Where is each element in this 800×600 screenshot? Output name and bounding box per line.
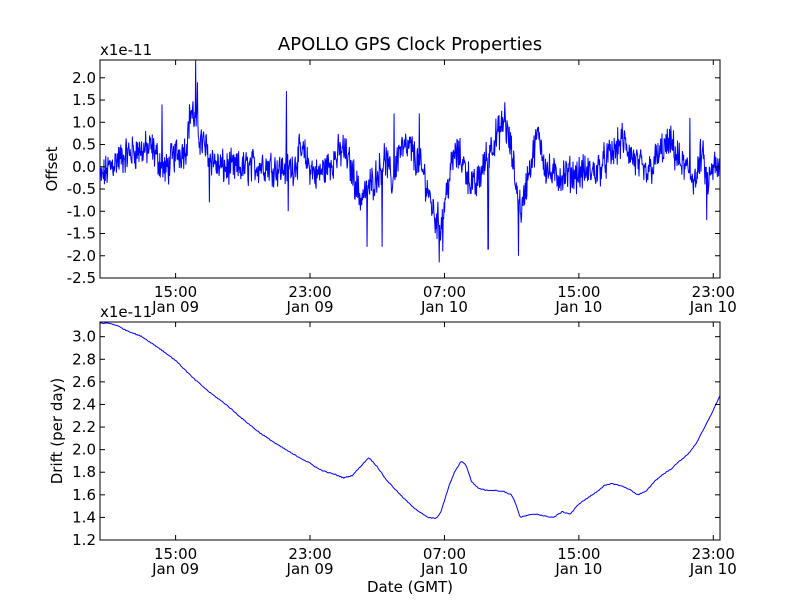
y-tick-label: 1.8 — [72, 463, 96, 481]
y-ticks: -2.5 -2.0 -1.5 -1.0 -0.5 0.0 0.5 1.0 1.5 2.0 — [67, 69, 720, 287]
x-tick-label-time: 23:00 — [288, 283, 331, 301]
y-tick-label: 1.2 — [72, 531, 96, 549]
x-tick-label-date: Jan 10 — [554, 298, 602, 316]
y-tick-label: -0.5 — [67, 180, 96, 198]
x-tick-label-date: Jan 09 — [151, 560, 199, 578]
y-tick-label: -1.5 — [67, 225, 96, 243]
y-axis-label: Drift (per day) — [48, 378, 66, 485]
x-tick-label-time: 15:00 — [557, 545, 600, 563]
scale-label: x1e-11 — [100, 303, 152, 321]
x-tick-label-time: 07:00 — [423, 283, 466, 301]
x-tick-label-time: 23:00 — [288, 545, 331, 563]
x-tick-label-time: 23:00 — [692, 545, 735, 563]
y-tick-label: 1.5 — [72, 91, 96, 109]
x-tick-label-date: Jan 10 — [689, 298, 737, 316]
offset-series-line — [100, 60, 720, 263]
y-tick-label: 1.0 — [72, 113, 96, 131]
y-tick-label: -2.5 — [67, 269, 96, 287]
drift-series-line — [100, 322, 720, 520]
y-tick-label: 2.0 — [72, 69, 96, 87]
x-tick-label-date: Jan 09 — [151, 298, 199, 316]
x-tick-label-date: Jan 10 — [554, 560, 602, 578]
y-tick-label: 0.0 — [72, 158, 96, 176]
x-tick-label-time: 15:00 — [154, 545, 197, 563]
series-group — [100, 60, 720, 263]
y-tick-label: 2.0 — [72, 441, 96, 459]
chart-title: APOLLO GPS Clock Properties — [278, 34, 542, 55]
y-tick-label: 1.6 — [72, 486, 96, 504]
x-tick-label-date: Jan 09 — [286, 560, 334, 578]
y-tick-label: 2.4 — [72, 395, 96, 413]
x-tick-label-time: 15:00 — [557, 283, 600, 301]
x-tick-label-time: 07:00 — [423, 545, 466, 563]
y-tick-label: -2.0 — [67, 247, 96, 265]
y-tick-label: 0.5 — [72, 136, 96, 154]
y-tick-label: -1.0 — [67, 202, 96, 220]
y-tick-label: 3.0 — [72, 328, 96, 346]
y-tick-label: 1.4 — [72, 508, 96, 526]
y-tick-label: 2.6 — [72, 373, 96, 391]
series-group — [100, 322, 720, 520]
y-axis-label: Offset — [43, 146, 61, 191]
y-tick-label: 2.2 — [72, 418, 96, 436]
x-axis-label: Date (GMT) — [367, 578, 453, 596]
x-tick-label-time: 15:00 — [154, 283, 197, 301]
x-tick-label-date: Jan 09 — [286, 298, 334, 316]
x-tick-label-date: Jan 10 — [420, 298, 468, 316]
scale-label: x1e-11 — [100, 41, 152, 59]
x-tick-label-date: Jan 10 — [689, 560, 737, 578]
plot-area — [99, 321, 721, 541]
y-ticks: 1.2 1.4 1.6 1.8 2.0 2.2 2.4 2.6 2.8 3.0 — [72, 328, 720, 549]
x-tick-label-date: Jan 10 — [420, 560, 468, 578]
y-tick-label: 2.8 — [72, 350, 96, 368]
x-tick-label-time: 23:00 — [692, 283, 735, 301]
